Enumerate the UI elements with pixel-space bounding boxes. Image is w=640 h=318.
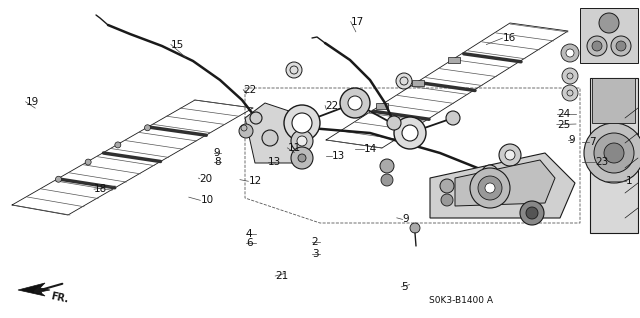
Circle shape — [604, 143, 624, 163]
Circle shape — [250, 112, 262, 124]
Text: 15: 15 — [171, 39, 184, 50]
Circle shape — [485, 183, 495, 193]
Circle shape — [85, 159, 91, 165]
Polygon shape — [245, 103, 310, 163]
Polygon shape — [590, 78, 638, 233]
Circle shape — [291, 147, 313, 169]
Circle shape — [482, 165, 498, 181]
Circle shape — [298, 154, 306, 162]
Text: 17: 17 — [351, 17, 364, 27]
Circle shape — [262, 130, 278, 146]
Text: 12: 12 — [248, 176, 262, 186]
Circle shape — [387, 116, 401, 130]
Circle shape — [286, 62, 302, 78]
Text: 22: 22 — [243, 85, 257, 95]
Circle shape — [611, 36, 631, 56]
Circle shape — [616, 41, 626, 51]
Polygon shape — [18, 283, 50, 296]
Text: 9: 9 — [568, 135, 575, 145]
Circle shape — [584, 123, 640, 183]
Circle shape — [115, 142, 121, 148]
Circle shape — [446, 111, 460, 125]
Circle shape — [410, 223, 420, 233]
Circle shape — [291, 130, 313, 152]
Text: 9: 9 — [214, 148, 220, 158]
Circle shape — [56, 176, 61, 182]
Circle shape — [520, 201, 544, 225]
Text: 18: 18 — [94, 184, 108, 194]
Circle shape — [380, 159, 394, 173]
Circle shape — [587, 36, 607, 56]
Text: 16: 16 — [502, 33, 516, 43]
Circle shape — [561, 44, 579, 62]
Circle shape — [239, 124, 253, 138]
Text: 9: 9 — [403, 214, 409, 225]
Circle shape — [297, 136, 307, 146]
Circle shape — [599, 13, 619, 33]
Text: 14: 14 — [364, 144, 377, 155]
Circle shape — [594, 133, 634, 173]
Polygon shape — [430, 153, 575, 218]
Text: 4: 4 — [246, 229, 252, 239]
Polygon shape — [412, 80, 424, 86]
Circle shape — [505, 150, 515, 160]
Circle shape — [592, 41, 602, 51]
Circle shape — [348, 96, 362, 110]
Circle shape — [562, 68, 578, 84]
Circle shape — [396, 73, 412, 89]
Text: 24: 24 — [557, 109, 570, 120]
Polygon shape — [455, 160, 555, 206]
Circle shape — [478, 176, 502, 200]
Text: 2: 2 — [312, 237, 318, 247]
Text: 19: 19 — [26, 97, 39, 107]
Circle shape — [566, 49, 574, 57]
Text: 6: 6 — [246, 238, 252, 248]
Text: FR.: FR. — [50, 291, 70, 305]
Circle shape — [402, 125, 418, 141]
Circle shape — [284, 105, 320, 141]
Text: 11: 11 — [287, 143, 301, 153]
Text: 13: 13 — [268, 157, 281, 167]
Circle shape — [562, 85, 578, 101]
Text: 7: 7 — [589, 136, 595, 147]
Circle shape — [292, 113, 312, 133]
Text: 23: 23 — [595, 157, 609, 167]
Circle shape — [470, 168, 510, 208]
Text: 25: 25 — [557, 120, 570, 130]
Polygon shape — [592, 78, 635, 123]
Circle shape — [394, 117, 426, 149]
Text: 5: 5 — [401, 282, 408, 292]
Text: 20: 20 — [200, 174, 213, 184]
Circle shape — [526, 207, 538, 219]
Polygon shape — [580, 8, 638, 63]
Circle shape — [441, 194, 453, 206]
Text: S0K3-B1400 A: S0K3-B1400 A — [429, 296, 493, 305]
Polygon shape — [376, 103, 388, 109]
Text: 21: 21 — [275, 271, 289, 281]
Text: 13: 13 — [332, 151, 345, 162]
Polygon shape — [448, 57, 460, 63]
Circle shape — [340, 88, 370, 118]
Circle shape — [145, 125, 150, 131]
Text: 8: 8 — [214, 157, 220, 167]
Text: 22: 22 — [325, 100, 339, 111]
Circle shape — [440, 179, 454, 193]
Text: 1: 1 — [626, 176, 632, 186]
Circle shape — [381, 174, 393, 186]
Text: 3: 3 — [312, 249, 318, 259]
Circle shape — [499, 144, 521, 166]
Text: 10: 10 — [200, 195, 214, 205]
